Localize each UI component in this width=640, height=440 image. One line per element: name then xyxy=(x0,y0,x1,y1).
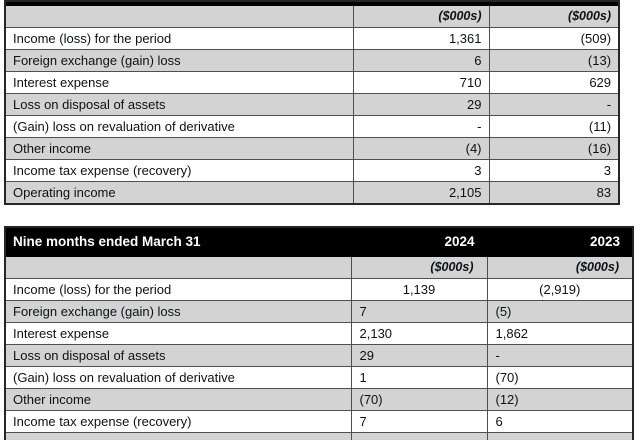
table-header-row: Nine months ended March 31 2024 2023 xyxy=(4,226,634,257)
value-col1: - xyxy=(352,115,490,138)
table-row: Income tax expense (recovery) 7 6 xyxy=(4,410,634,433)
table-row: Other income (70) (12) xyxy=(4,388,634,411)
row-label: Interest expense xyxy=(4,71,354,94)
unit-label-col1: ($000s) xyxy=(352,5,490,28)
value-col2: (13) xyxy=(488,49,620,72)
value-col2: 3 xyxy=(488,159,620,182)
value-col1: 2,130 xyxy=(350,322,488,345)
row-label: (Gain) loss on revaluation of derivative xyxy=(4,366,352,389)
unit-row-spacer xyxy=(4,256,352,279)
value-col2: - xyxy=(488,93,620,116)
value-col1: (70) xyxy=(350,388,488,411)
table-row: Interest expense 2,130 1,862 xyxy=(4,322,634,345)
unit-label-col1: ($000s) xyxy=(350,256,488,279)
value-col2: (509) xyxy=(488,27,620,50)
unit-row: ($000s) ($000s) xyxy=(4,5,620,28)
value-col2: (70) xyxy=(486,366,634,389)
table-row: Foreign exchange (gain) loss 7 (5) xyxy=(4,300,634,323)
value-col1: 6 xyxy=(352,49,490,72)
value-col2: (12) xyxy=(486,388,634,411)
row-label: Loss on disposal of assets xyxy=(4,344,352,367)
value-col1: (4) xyxy=(352,137,490,160)
value-col1: 7 xyxy=(350,410,488,433)
row-label: Operating income xyxy=(4,181,354,205)
row-label: Interest expense xyxy=(4,322,352,345)
table-row: Income tax expense (recovery) 3 3 xyxy=(4,159,620,182)
value-col2: 6 xyxy=(486,410,634,433)
value-col1: 29 xyxy=(352,93,490,116)
column-header-2024: 2024 xyxy=(350,226,488,257)
table-row: Other income (4) (16) xyxy=(4,137,620,160)
value-col1: 710 xyxy=(352,71,490,94)
value-col2: (11) xyxy=(488,115,620,138)
column-header-2023: 2023 xyxy=(486,226,634,257)
nine-month-results-table: Nine months ended March 31 2024 2023 ($0… xyxy=(4,226,634,440)
value-col1: 1 xyxy=(350,366,488,389)
table-row: Interest expense 710 629 xyxy=(4,71,620,94)
value-col2: (5) xyxy=(486,300,634,323)
row-label: Foreign exchange (gain) loss xyxy=(4,300,352,323)
value-col2 xyxy=(486,432,634,440)
value-col1: 7 xyxy=(350,300,488,323)
row-label: Loss on disposal of assets xyxy=(4,93,354,116)
row-label: Foreign exchange (gain) loss xyxy=(4,49,354,72)
table-row: Income (loss) for the period 1,139 (2,91… xyxy=(4,278,634,301)
value-col2: - xyxy=(486,344,634,367)
table-row: Loss on disposal of assets 29 - xyxy=(4,93,620,116)
row-label: Income (loss) for the period xyxy=(4,278,352,301)
table-row: Foreign exchange (gain) loss 6 (13) xyxy=(4,49,620,72)
value-col1 xyxy=(350,432,488,440)
value-col1: 29 xyxy=(350,344,488,367)
row-label xyxy=(4,432,352,440)
table-title: Nine months ended March 31 xyxy=(4,226,352,257)
value-col2: (16) xyxy=(488,137,620,160)
row-label: (Gain) loss on revaluation of derivative xyxy=(4,115,354,138)
row-label: Income (loss) for the period xyxy=(4,27,354,50)
value-col1: 1,139 xyxy=(350,278,488,301)
value-col2: 83 xyxy=(488,181,620,205)
table-row: (Gain) loss on revaluation of derivative… xyxy=(4,366,634,389)
value-col2: 1,862 xyxy=(486,322,634,345)
row-label: Income tax expense (recovery) xyxy=(4,410,352,433)
value-col2: (2,919) xyxy=(486,278,634,301)
unit-row-spacer xyxy=(4,5,354,28)
table-row: Loss on disposal of assets 29 - xyxy=(4,344,634,367)
unit-label-col2: ($000s) xyxy=(486,256,634,279)
row-label: Other income xyxy=(4,137,354,160)
value-col1: 2,105 xyxy=(352,181,490,205)
unit-label-col2: ($000s) xyxy=(488,5,620,28)
table-row: (Gain) loss on revaluation of derivative… xyxy=(4,115,620,138)
table-row: Operating income 2,105 83 xyxy=(4,181,620,205)
value-col1: 1,361 xyxy=(352,27,490,50)
table-row: Income (loss) for the period 1,361 (509) xyxy=(4,27,620,50)
row-label: Income tax expense (recovery) xyxy=(4,159,354,182)
row-label: Other income xyxy=(4,388,352,411)
value-col1: 3 xyxy=(352,159,490,182)
three-month-results-table: ($000s) ($000s) Income (loss) for the pe… xyxy=(4,0,621,205)
table-row-clipped xyxy=(4,432,634,440)
unit-row: ($000s) ($000s) xyxy=(4,256,634,279)
value-col2: 629 xyxy=(488,71,620,94)
